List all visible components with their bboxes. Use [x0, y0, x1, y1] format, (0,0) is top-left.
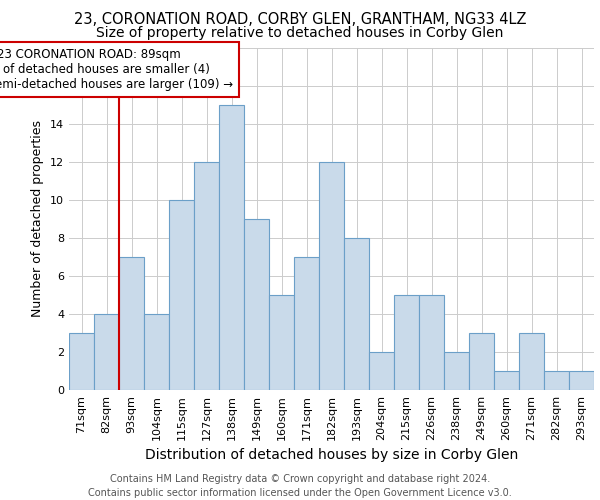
- Text: 23, CORONATION ROAD, CORBY GLEN, GRANTHAM, NG33 4LZ: 23, CORONATION ROAD, CORBY GLEN, GRANTHA…: [74, 12, 526, 28]
- Bar: [394, 295, 419, 390]
- Bar: [319, 162, 344, 390]
- Bar: [269, 295, 294, 390]
- Bar: [419, 295, 444, 390]
- Y-axis label: Number of detached properties: Number of detached properties: [31, 120, 44, 318]
- Bar: [194, 162, 219, 390]
- Bar: [569, 371, 594, 390]
- X-axis label: Distribution of detached houses by size in Corby Glen: Distribution of detached houses by size …: [145, 448, 518, 462]
- Bar: [494, 371, 519, 390]
- Text: Size of property relative to detached houses in Corby Glen: Size of property relative to detached ho…: [97, 26, 503, 40]
- Bar: [369, 352, 394, 390]
- Text: 23 CORONATION ROAD: 89sqm
← 4% of detached houses are smaller (4)
96% of semi-de: 23 CORONATION ROAD: 89sqm ← 4% of detach…: [0, 48, 233, 91]
- Bar: [519, 333, 544, 390]
- Bar: [69, 333, 94, 390]
- Text: Contains HM Land Registry data © Crown copyright and database right 2024.
Contai: Contains HM Land Registry data © Crown c…: [88, 474, 512, 498]
- Bar: [444, 352, 469, 390]
- Bar: [244, 219, 269, 390]
- Bar: [469, 333, 494, 390]
- Bar: [94, 314, 119, 390]
- Bar: [119, 257, 144, 390]
- Bar: [294, 257, 319, 390]
- Bar: [169, 200, 194, 390]
- Bar: [219, 104, 244, 390]
- Bar: [544, 371, 569, 390]
- Bar: [144, 314, 169, 390]
- Bar: [344, 238, 369, 390]
